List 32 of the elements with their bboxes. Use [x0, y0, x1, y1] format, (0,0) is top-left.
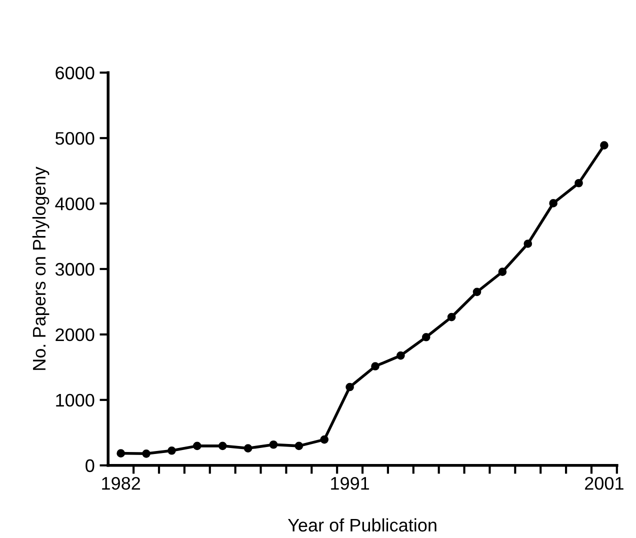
point [294, 442, 304, 450]
point [320, 435, 329, 444]
x-axis-title: Year of Publication [288, 518, 436, 532]
point [396, 351, 405, 360]
point [116, 449, 126, 458]
y-tick-label: 0 [86, 459, 94, 472]
y-axis-title: No. Papers on Phylogeny [32, 166, 50, 370]
y-tick-label: 3000 [55, 262, 94, 276]
point [447, 312, 456, 322]
y-tick-label: 5000 [55, 132, 94, 145]
x-tick-label: 2001 [585, 476, 624, 490]
point [192, 442, 202, 450]
point [371, 362, 380, 370]
point [269, 440, 278, 449]
y-tick-label: 2000 [56, 328, 94, 342]
point [142, 449, 150, 458]
x-tick-label: 1982 [102, 476, 140, 490]
point [346, 382, 354, 392]
y-tick-label: 1000 [56, 394, 94, 407]
point [498, 268, 507, 276]
point [574, 178, 583, 188]
y-tick-label: 6000 [56, 66, 94, 80]
point [422, 332, 430, 342]
point [600, 141, 608, 150]
point [472, 288, 482, 296]
point [549, 199, 558, 208]
y-tick-label: 4000 [55, 197, 94, 210]
point [524, 240, 532, 248]
point [218, 442, 227, 450]
point [244, 444, 252, 452]
x-tick-label: 1991 [331, 476, 370, 490]
point [168, 446, 176, 455]
